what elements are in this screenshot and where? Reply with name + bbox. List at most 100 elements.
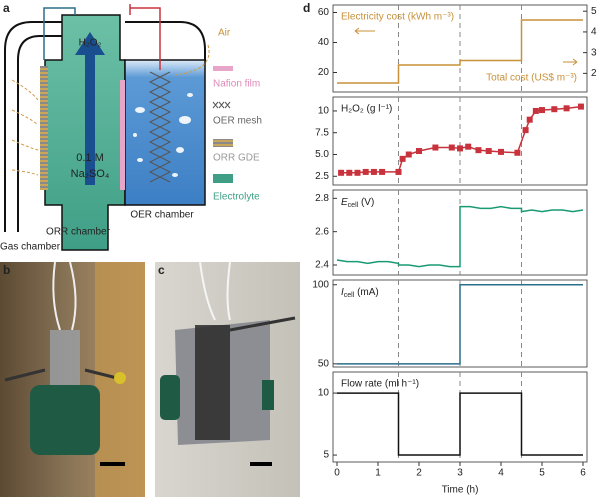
series-line	[341, 105, 582, 174]
gas-flow-arrows	[11, 44, 210, 176]
y-tick-label: 50	[318, 358, 330, 369]
y-tick-label: 10	[318, 106, 330, 117]
y-label: Icell (mA)	[341, 287, 379, 299]
x-tick-label: 3	[457, 468, 463, 479]
marker	[354, 169, 361, 176]
flow-arrow	[75, 32, 105, 185]
label: Air	[218, 28, 231, 39]
y-tick-label: 10	[318, 388, 330, 399]
x-tick-label: 6	[580, 468, 586, 479]
y-label-part: I	[341, 287, 344, 298]
oer-chamber	[124, 59, 206, 206]
y2-tick-label: 4	[591, 27, 597, 38]
y-label-part: E	[341, 197, 348, 208]
y-label: Ecell (V)	[341, 197, 374, 209]
marker	[448, 144, 455, 151]
marker	[432, 144, 439, 151]
y-tick-label: 7.5	[315, 127, 329, 138]
panel-label: c	[158, 263, 165, 277]
label: H₂O₂	[79, 38, 102, 49]
nafion-film	[120, 80, 125, 190]
legend-swatch	[213, 139, 233, 147]
y2-tick-label: 2	[591, 68, 597, 79]
marker	[465, 143, 472, 150]
y-tick-label: 5.0	[315, 149, 329, 160]
y-tick-label: 40	[318, 37, 330, 48]
label: Gas chamber	[0, 242, 61, 253]
marker	[399, 155, 406, 162]
wire	[43, 7, 76, 60]
marker	[362, 168, 369, 175]
y-tick-label: 2.6	[315, 226, 329, 237]
scale-bar	[100, 462, 125, 466]
legend-label: OER mesh	[213, 116, 262, 127]
marker	[370, 168, 377, 175]
label: ORR chamber	[46, 227, 111, 238]
label: 0.1 M	[76, 152, 104, 164]
marker	[346, 169, 353, 176]
panel-label: b	[3, 263, 10, 277]
x-tick-label: 2	[416, 468, 422, 479]
legend-swatch	[213, 174, 233, 183]
marker	[514, 149, 521, 156]
y2-tick-label: 5	[591, 6, 597, 17]
y-tick-label: 5	[323, 450, 329, 461]
x-tick-label: 5	[539, 468, 545, 479]
legend-label: Electrolyte	[213, 192, 260, 203]
label: OER chamber	[130, 210, 194, 221]
step-line	[337, 283, 583, 365]
scale-bar	[250, 462, 272, 466]
photo-b	[0, 261, 145, 497]
marker	[563, 105, 570, 112]
legend-swatch	[212, 101, 231, 109]
axis-arrow	[563, 58, 578, 66]
marker	[485, 148, 492, 155]
diagram	[4, 4, 233, 251]
marker	[498, 148, 504, 155]
y-label: Flow rate (ml h⁻¹)	[341, 379, 419, 390]
y-label: Electricity cost (kWh m⁻³)	[341, 12, 454, 23]
y2-label: Total cost (US$ m⁻³)	[486, 73, 577, 84]
marker	[577, 103, 584, 110]
x-tick-label: 0	[334, 468, 340, 479]
step-line	[337, 392, 583, 456]
y-label-part: cell	[348, 202, 359, 209]
axis-arrow	[354, 27, 375, 35]
bubbles	[133, 93, 193, 177]
marker	[522, 127, 529, 134]
y-label-part: (mA)	[354, 287, 378, 298]
legend-swatch	[213, 66, 233, 71]
marker	[475, 147, 482, 154]
marker	[526, 116, 533, 123]
y-tick-label: 60	[318, 7, 330, 18]
marker	[532, 107, 539, 114]
x-tick-label: 1	[375, 468, 381, 479]
x-tick-label: 4	[498, 468, 504, 479]
marker	[338, 169, 345, 176]
gas-chamber-wall	[4, 21, 206, 232]
wire	[129, 4, 161, 70]
x-label: Time (h)	[442, 485, 479, 496]
step-line	[337, 19, 583, 84]
marker	[405, 151, 412, 158]
oer-mesh	[148, 71, 172, 183]
panel-label: a	[3, 1, 10, 15]
y2-tick-label: 3	[591, 47, 597, 58]
y-tick-label: 20	[318, 67, 330, 78]
marker	[539, 107, 545, 114]
marker	[551, 106, 558, 113]
y-label-part: cell	[344, 292, 355, 299]
marker	[416, 148, 422, 155]
step-line	[336, 205, 584, 268]
y-tick-label: 2.4	[315, 260, 329, 271]
gas-chamber-wall	[17, 35, 62, 232]
label: Na₂SO₄	[71, 168, 110, 180]
marker	[457, 145, 463, 152]
y-label: H₂O₂ (g l⁻¹)	[341, 104, 392, 115]
legend-label: Nafion film	[213, 79, 260, 90]
y-tick-label: 100	[312, 279, 329, 290]
marker	[379, 168, 386, 175]
panel-label: d	[303, 1, 310, 15]
y-label-part: (V)	[358, 197, 374, 208]
